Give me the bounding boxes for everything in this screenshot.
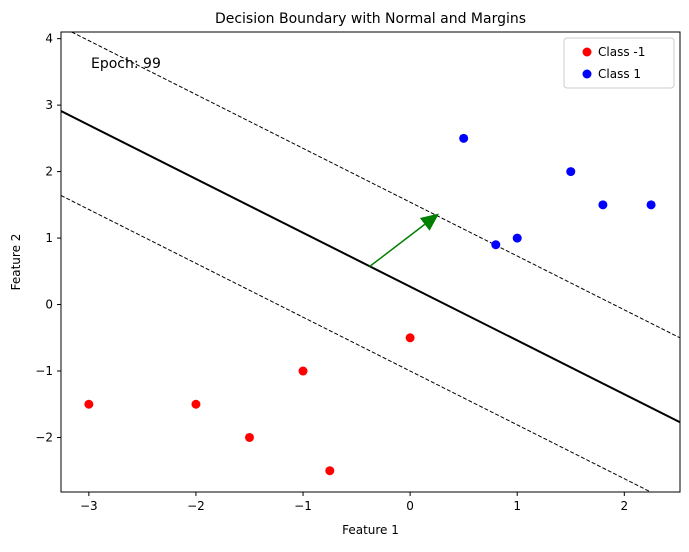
- data-point-class-neg1-0: [84, 399, 94, 409]
- epoch-annotation: Epoch: 99: [91, 56, 161, 72]
- x-tick-label: 0: [406, 499, 414, 513]
- data-point-class-1-0: [459, 133, 469, 143]
- x-tick-label: 2: [620, 499, 628, 513]
- legend-label-class-neg1: Class -1: [598, 45, 645, 59]
- x-tick-label: 1: [513, 499, 521, 513]
- data-point-class-1-4: [598, 200, 608, 210]
- data-point-class-1-5: [646, 200, 656, 210]
- y-axis: −2 −1 0 1 2 3 4: [35, 32, 61, 444]
- data-point-class-neg1-2: [244, 432, 254, 442]
- legend: Class -1 Class 1: [563, 37, 675, 89]
- chart-title: Decision Boundary with Normal and Margin…: [215, 11, 526, 27]
- y-tick-label: 1: [45, 231, 53, 245]
- x-tick-label: −1: [294, 499, 312, 513]
- y-tick-label: 3: [45, 98, 53, 112]
- data-point-class-1-2: [512, 233, 522, 243]
- y-tick-label: −1: [35, 364, 53, 378]
- margin-line-lower: [61, 195, 652, 492]
- data-point-class-1-3: [566, 167, 576, 177]
- legend-marker-class-1: [582, 69, 592, 79]
- y-tick-label: 2: [45, 165, 53, 179]
- legend-marker-class-neg1: [582, 47, 592, 57]
- plot-content: [61, 32, 680, 492]
- data-point-class-neg1-3: [298, 366, 308, 376]
- legend-label-class-1: Class 1: [598, 67, 641, 81]
- legend-frame: [563, 37, 675, 89]
- y-tick-label: 4: [45, 32, 53, 46]
- data-point-class-1-1: [491, 240, 501, 250]
- data-point-class-neg1-4: [325, 466, 335, 476]
- x-axis: −3 −2 −1 0 1 2: [80, 492, 628, 513]
- plot-frame: [60, 31, 681, 493]
- normal-vector-arrowhead: [419, 213, 440, 231]
- y-axis-label: Feature 2: [9, 234, 23, 291]
- x-tick-label: −3: [80, 499, 98, 513]
- y-tick-label: 0: [45, 298, 53, 312]
- margin-line-upper: [70, 32, 680, 339]
- y-tick-label: −2: [35, 430, 53, 444]
- data-point-class-neg1-1: [191, 399, 201, 409]
- x-axis-label: Feature 1: [342, 523, 399, 537]
- normal-vector-shaft: [368, 223, 426, 268]
- x-tick-label: −2: [187, 499, 205, 513]
- data-point-class-neg1-5: [405, 333, 415, 343]
